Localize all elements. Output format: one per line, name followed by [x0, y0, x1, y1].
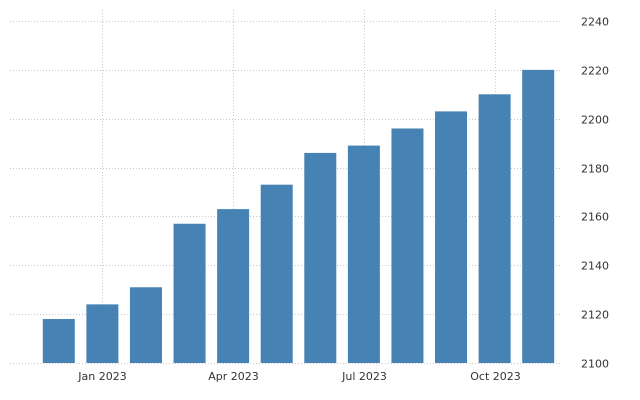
bar — [129, 287, 162, 363]
bar — [304, 152, 337, 363]
bars — [42, 69, 555, 364]
bar — [391, 128, 424, 363]
bar — [86, 304, 119, 363]
y-tick-label: 2140 — [581, 260, 609, 273]
x-tick-label: Jan 2023 — [77, 370, 126, 383]
bar — [260, 184, 293, 363]
bar — [173, 223, 206, 363]
y-tick-label: 2200 — [581, 114, 609, 127]
y-tick-label: 2100 — [581, 358, 609, 371]
y-tick-label: 2240 — [581, 16, 609, 29]
bar — [217, 209, 250, 363]
y-tick-label: 2160 — [581, 211, 609, 224]
bar — [522, 69, 555, 363]
y-tick-label: 2180 — [581, 163, 609, 176]
x-tick-label: Jul 2023 — [341, 370, 387, 383]
y-axis-tick-labels: 2100 2120 2140 2160 2180 2200 2220 2240 — [581, 16, 609, 371]
bar — [478, 94, 511, 364]
y-tick-label: 2120 — [581, 309, 609, 322]
bar — [347, 145, 380, 363]
bar — [435, 111, 468, 363]
x-axis-tick-labels: Jan 2023 Apr 2023 Jul 2023 Oct 2023 — [77, 370, 520, 383]
bar — [42, 319, 75, 363]
x-tick-label: Oct 2023 — [470, 370, 521, 383]
y-tick-label: 2220 — [581, 65, 609, 78]
x-tick-label: Apr 2023 — [208, 370, 259, 383]
